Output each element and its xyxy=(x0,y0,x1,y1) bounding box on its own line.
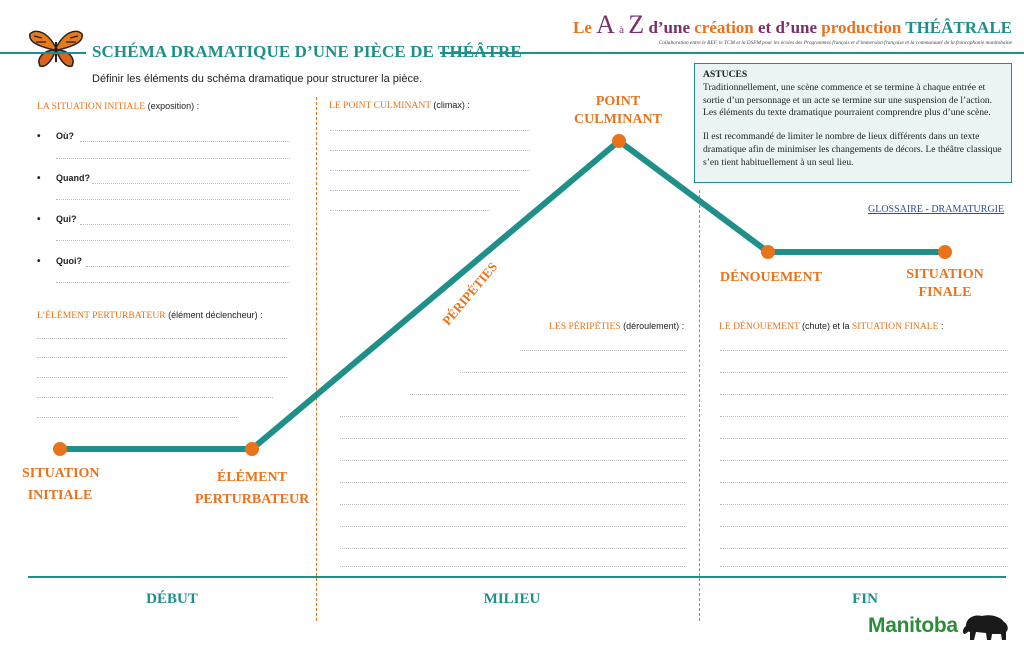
label-element-perturbateur: ÉLÉMENT PERTURBATEUR xyxy=(194,470,310,507)
tips-heading: ASTUCES xyxy=(703,69,748,80)
section-point-culminant: LE POINT CULMINANT (climax) : xyxy=(329,100,470,111)
answer-line[interactable] xyxy=(720,548,1008,549)
answer-line[interactable] xyxy=(330,190,520,191)
bison-icon xyxy=(962,615,1008,640)
answer-line[interactable] xyxy=(330,150,530,151)
label-situation-initiale: SITUATION INITIALE xyxy=(22,466,100,503)
manitoba-logo: Manitoba xyxy=(868,614,958,637)
answer-line[interactable] xyxy=(56,282,290,283)
phase-divider xyxy=(699,190,700,621)
section-peripeties: LES PÉRIPÉTIES (déroulement) : xyxy=(549,321,685,332)
section-element-perturbateur: L’ÉLÉMENT PERTURBATEUR (élément déclench… xyxy=(37,310,263,321)
arc-point xyxy=(245,442,259,456)
question-label: Qui? xyxy=(37,214,76,225)
label-situation-finale: SITUATION FINALE xyxy=(906,267,984,300)
arc-point xyxy=(938,245,952,259)
arc-point xyxy=(53,442,67,456)
answer-line[interactable] xyxy=(340,416,685,417)
answer-line[interactable] xyxy=(37,357,287,358)
arc-point xyxy=(761,245,775,259)
answer-line[interactable] xyxy=(340,482,685,483)
phase-milieu: MILIEU xyxy=(483,591,541,607)
answer-line[interactable] xyxy=(340,566,685,567)
answer-line[interactable] xyxy=(720,372,1008,373)
answer-line[interactable] xyxy=(720,350,1008,351)
answer-line[interactable] xyxy=(340,438,685,439)
answer-line[interactable] xyxy=(460,372,685,373)
series-title: Le A à Z d’une création et d’une product… xyxy=(572,10,1012,39)
phase-divider xyxy=(316,97,317,621)
question-label: Quoi? xyxy=(37,256,82,267)
glossary-link[interactable]: GLOSSAIRE - DRAMATURGIE xyxy=(868,204,1005,215)
arc-point xyxy=(612,134,626,148)
page-subtitle: Définir les éléments du schéma dramatiqu… xyxy=(92,73,423,85)
answer-line[interactable] xyxy=(37,397,273,398)
answer-line[interactable] xyxy=(410,394,685,395)
answer-line[interactable] xyxy=(37,377,287,378)
phase-fin: FIN xyxy=(852,591,878,607)
answer-line[interactable] xyxy=(37,417,237,418)
section-denouement: LE DÉNOUEMENT (chute) et la SITUATION FI… xyxy=(719,321,944,332)
answer-line[interactable] xyxy=(720,526,1008,527)
answer-line[interactable] xyxy=(340,460,685,461)
answer-line[interactable] xyxy=(330,210,490,211)
answer-line[interactable] xyxy=(720,438,1008,439)
answer-line[interactable] xyxy=(80,141,290,142)
butterfly-icon xyxy=(29,30,83,68)
answer-line[interactable] xyxy=(720,394,1008,395)
answer-line[interactable] xyxy=(720,482,1008,483)
answer-line[interactable] xyxy=(56,199,290,200)
answer-line[interactable] xyxy=(80,224,290,225)
answer-line[interactable] xyxy=(340,526,685,527)
answer-line[interactable] xyxy=(37,338,287,339)
page-title: SCHÉMA DRAMATIQUE D’UNE PIÈCE DE THÉÂTRE xyxy=(92,42,522,61)
answer-line[interactable] xyxy=(720,416,1008,417)
answer-line[interactable] xyxy=(720,460,1008,461)
answer-line[interactable] xyxy=(56,240,290,241)
answer-line[interactable] xyxy=(520,350,685,351)
answer-line[interactable] xyxy=(340,548,685,549)
title-rule xyxy=(440,52,1024,54)
answer-line[interactable] xyxy=(86,266,290,267)
label-denouement: DÉNOUEMENT xyxy=(720,270,822,285)
title-rule xyxy=(0,52,86,54)
answer-line[interactable] xyxy=(56,158,290,159)
tips-box: ASTUCES Traditionnellement, une scène co… xyxy=(694,63,1012,183)
answer-line[interactable] xyxy=(720,504,1008,505)
bottom-rule xyxy=(28,576,1006,578)
answer-line[interactable] xyxy=(330,170,530,171)
answer-line[interactable] xyxy=(340,504,685,505)
phase-debut: DÉBUT xyxy=(146,591,198,607)
collaboration-note: Collaboration entre le BEF, le TCM et la… xyxy=(658,40,1012,46)
label-peripeties: PÉRIPÉTIES xyxy=(439,259,501,329)
tips-paragraph: Il est recommandé de limiter le nombre d… xyxy=(703,131,1002,168)
section-situation-initiale: LA SITUATION INITIALE (exposition) : xyxy=(37,101,200,112)
answer-line[interactable] xyxy=(92,183,290,184)
question-label: Où? xyxy=(37,131,74,142)
tips-paragraph: Traditionnellement, une scène commence e… xyxy=(703,81,993,119)
answer-line[interactable] xyxy=(330,130,530,131)
answer-line[interactable] xyxy=(720,566,1008,567)
label-point-culminant: POINT CULMINANT xyxy=(574,94,662,127)
question-label: Quand? xyxy=(37,173,90,184)
